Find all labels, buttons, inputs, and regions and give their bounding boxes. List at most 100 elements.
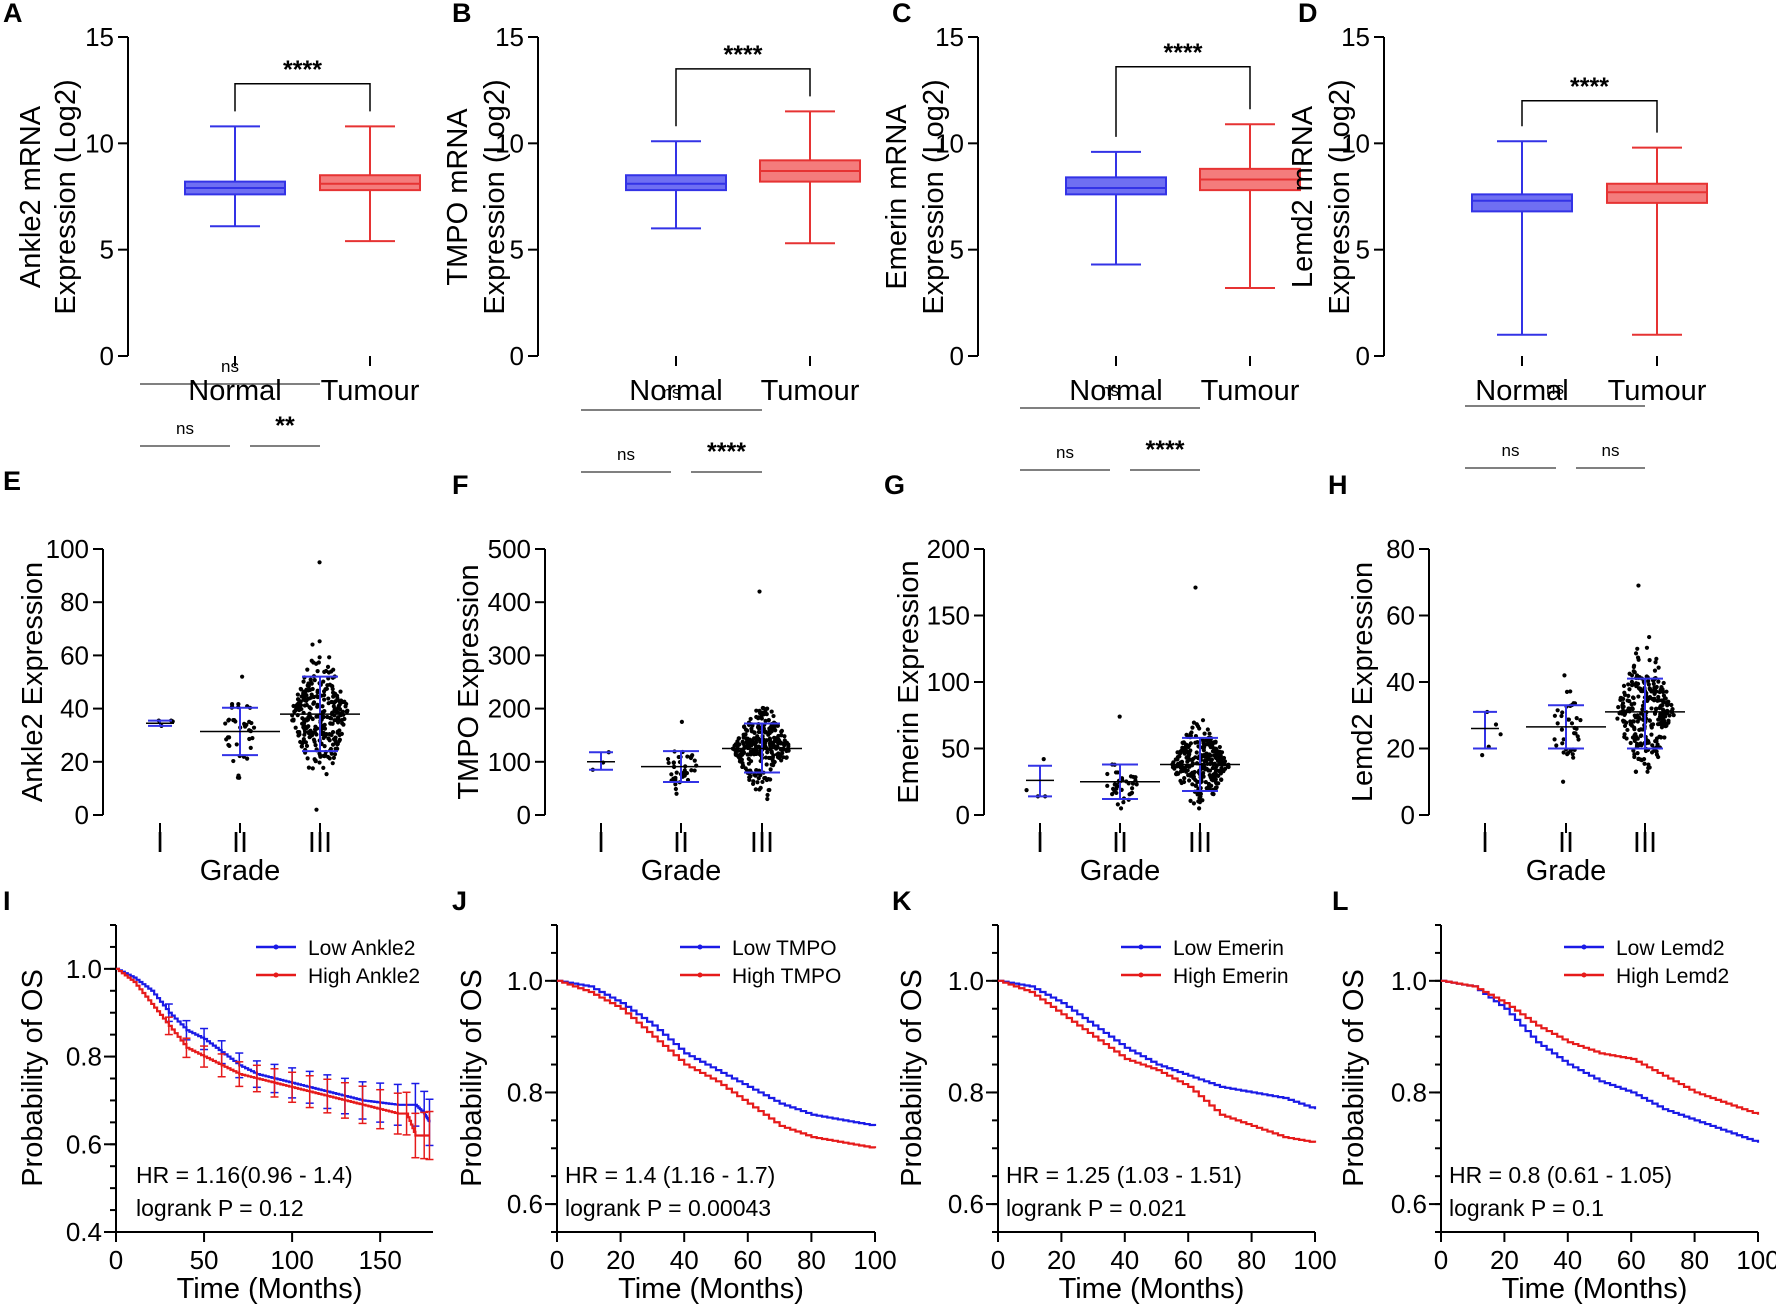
panel-c: C 0 5 10 15 Emerin mRNA Expression (Log2) Norma… <box>881 0 1301 407</box>
data-point <box>1632 754 1637 760</box>
data-point <box>768 777 773 782</box>
x-tick-label: 100 <box>270 1245 313 1275</box>
significance-label: ns <box>1056 443 1074 462</box>
data-point <box>308 677 313 682</box>
data-point <box>1214 752 1219 757</box>
data-point <box>665 756 671 762</box>
data-point <box>1564 689 1570 694</box>
data-point <box>1210 744 1215 750</box>
data-point <box>1647 634 1652 640</box>
x-category-label: Tumour <box>1201 375 1300 407</box>
significance-bracket <box>1521 100 1658 133</box>
data-point <box>782 734 787 739</box>
data-point <box>1211 791 1216 797</box>
data-point <box>315 694 320 700</box>
y-axis-label: Expression (Log2) <box>50 79 82 314</box>
box-iqr <box>1471 193 1573 213</box>
y-tick-label: 0.8 <box>948 1077 984 1107</box>
panel-letter: G <box>884 470 905 500</box>
legend-marker <box>273 972 279 978</box>
data-point <box>1621 683 1627 688</box>
panel-letter: J <box>452 886 467 916</box>
data-point <box>776 751 781 756</box>
y-tick-label: 60 <box>1386 601 1415 631</box>
data-point <box>1189 730 1194 735</box>
data-point <box>673 786 678 792</box>
survival-curve-low <box>557 979 877 1127</box>
data-point <box>756 729 761 735</box>
data-point <box>1188 741 1194 746</box>
data-point <box>1174 770 1180 775</box>
data-point <box>1498 732 1503 737</box>
data-point <box>322 697 327 702</box>
data-point <box>688 754 693 760</box>
x-category-label: Tumour <box>761 375 860 407</box>
data-point <box>736 736 741 741</box>
significance-bracket <box>1115 66 1251 137</box>
data-point <box>1656 665 1661 670</box>
data-point <box>301 725 306 730</box>
data-point <box>1635 713 1640 718</box>
data-point <box>1194 750 1199 755</box>
data-point <box>1654 656 1659 661</box>
data-point <box>1620 703 1625 708</box>
logrank-p: logrank P = 0.00043 <box>565 1195 771 1221</box>
data-point <box>1575 734 1580 739</box>
data-point <box>735 744 740 749</box>
data-point <box>234 742 239 747</box>
data-point <box>1641 756 1647 762</box>
data-point <box>1190 725 1195 730</box>
data-point <box>314 732 319 737</box>
data-point <box>1191 775 1196 781</box>
data-point <box>685 754 690 759</box>
data-point <box>321 735 326 741</box>
data-point <box>1665 702 1671 707</box>
data-point <box>1644 645 1650 650</box>
x-tick-label: 40 <box>1553 1245 1582 1275</box>
data-point <box>740 764 745 770</box>
data-point <box>313 742 318 748</box>
data-point <box>1658 735 1664 740</box>
data-point <box>1629 683 1635 688</box>
x-category-label: I <box>1481 827 1489 859</box>
panel-letter: D <box>1298 0 1318 28</box>
data-point <box>1180 740 1185 746</box>
data-point <box>1552 737 1557 742</box>
data-point <box>1633 651 1639 656</box>
data-point <box>1670 706 1675 712</box>
data-point <box>765 792 770 798</box>
data-point <box>1569 721 1575 726</box>
x-category-label: III <box>1633 827 1657 859</box>
data-point <box>766 718 771 723</box>
data-point <box>315 668 320 674</box>
data-point <box>1654 689 1659 694</box>
data-point <box>302 732 307 737</box>
data-point <box>1207 731 1212 736</box>
x-tick-label: 80 <box>1680 1245 1709 1275</box>
data-point <box>1648 688 1654 693</box>
data-point <box>327 738 332 743</box>
x-tick-label: 0 <box>1434 1245 1448 1275</box>
data-point <box>763 718 768 723</box>
y-axis-label: TMPO mRNA <box>442 108 474 286</box>
data-point <box>674 791 679 796</box>
data-point <box>769 750 774 755</box>
data-point <box>320 704 325 709</box>
data-point <box>1566 750 1571 756</box>
data-point <box>1653 660 1658 665</box>
data-point <box>754 714 759 720</box>
data-point <box>756 751 761 756</box>
data-point <box>775 723 780 728</box>
data-point <box>291 703 296 709</box>
data-point <box>1555 721 1560 726</box>
data-point <box>692 758 697 763</box>
data-point <box>1646 678 1651 684</box>
data-point <box>671 760 676 765</box>
y-tick-label: 0 <box>956 800 970 830</box>
data-point <box>1635 736 1640 741</box>
survival-curve-high <box>557 979 877 1149</box>
y-axis-label: Ankle2 mRNA <box>15 105 47 288</box>
data-point <box>776 737 781 742</box>
legend-entry: High Emerin <box>1173 965 1289 988</box>
